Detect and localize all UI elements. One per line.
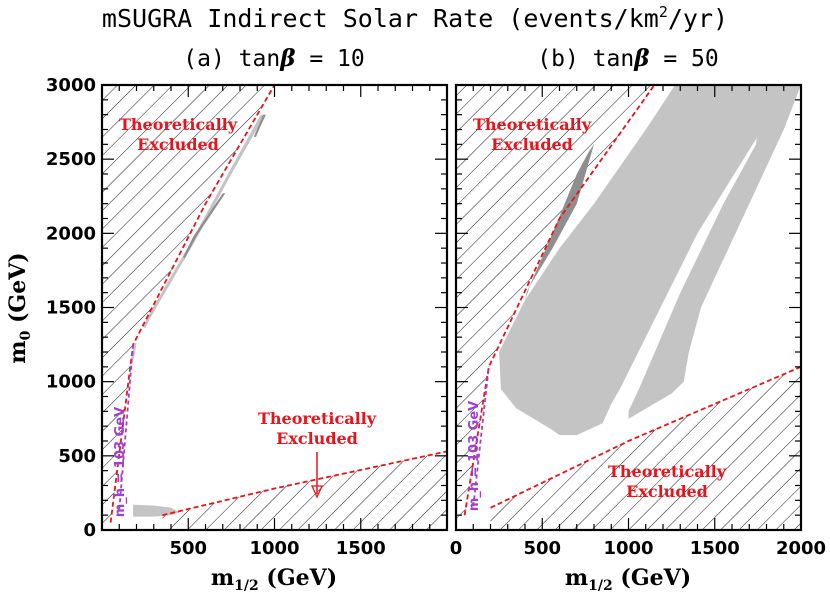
panel-b-excluded-label-upper: Theoretically Excluded [473,115,592,154]
panel-b-higgs-label: m_h = 103 GeV [467,401,482,511]
y-axis-label: m0 (GeV) [5,252,34,363]
panel-b-excluded-lower-hatch [490,366,801,530]
panel-b-excluded-label-lower: Theoretically Excluded [608,462,727,501]
panel-a-upper-excluded-boundary [109,85,276,523]
panel-a-y-tick-label: 3000 [46,75,96,96]
panel-a-x-axis-label: m1/2 (GeV) [211,565,337,594]
panel-a-excluded-label-upper: Theoretically Excluded [119,115,238,154]
panel-b-x-tick-label: 0 [450,538,463,559]
panel-b-rate-region-light-0 [499,85,793,436]
panel-b-upper-excluded-boundary [463,85,656,516]
panel-a-rate-region-dark-4 [253,114,266,137]
panel-a-y-tick-label: 2000 [46,223,96,244]
panel-a-excluded-label-lower: Theoretically Excluded [258,409,377,448]
panel-b-rate-region-dark-2 [525,144,594,301]
panel-b-excluded-upper-hatch [456,85,655,530]
panel-a-x-tick-label: 1000 [249,538,299,559]
panel-a-x-tick-label: 1500 [336,538,386,559]
figure-title: mSUGRA Indirect Solar Rate (events/km2/y… [102,3,728,33]
panel-a-y-tick-label: 500 [58,446,96,467]
panel-a-excluded-arrow [310,452,324,499]
panel-a-excluded-lower-hatch [162,451,447,530]
panel-b-title: (b) tanβ = 50 [537,45,718,72]
panel-a-rate-region-dark-3 [183,193,226,259]
panel-b: 0 500 1000 1500 2000 Theoretically Excluded T… [450,83,826,559]
panel-b-lower-excluded-boundary [490,365,801,509]
panel-b-x-axis-label: m1/2 (GeV) [565,565,691,594]
panel-a-lower-excluded-boundary [162,450,447,517]
panel-a-y-tick-label: 2500 [46,149,96,170]
panel-a-rate-region-light-0 [133,504,180,517]
panel-a-excluded-upper-hatch [102,85,275,530]
panel-a-y-tick-label: 0 [83,520,96,541]
panel-a-y-tick-label: 1000 [46,372,96,393]
panel-b-higgs-bound-line [472,366,490,507]
panel-b-rate-region-light-1 [628,85,801,419]
panel-a-higgs-label: m_h = 103 GeV [113,407,128,517]
panel-a-title: (a) tanβ = 10 [183,45,364,72]
panel-a-y-tick-label: 1500 [46,298,96,319]
panel-b-x-tick-label: 2000 [776,538,826,559]
panel-b-x-tick-label: 500 [523,538,561,559]
panel-a: 500 1000 1500 0 500 1000 1500 2000 2500 3000 Theo… [46,75,449,559]
panel-a-x-tick-label: 500 [169,538,207,559]
panel-b-x-tick-label: 1000 [603,538,653,559]
panel-b-x-tick-label: 1500 [690,538,740,559]
